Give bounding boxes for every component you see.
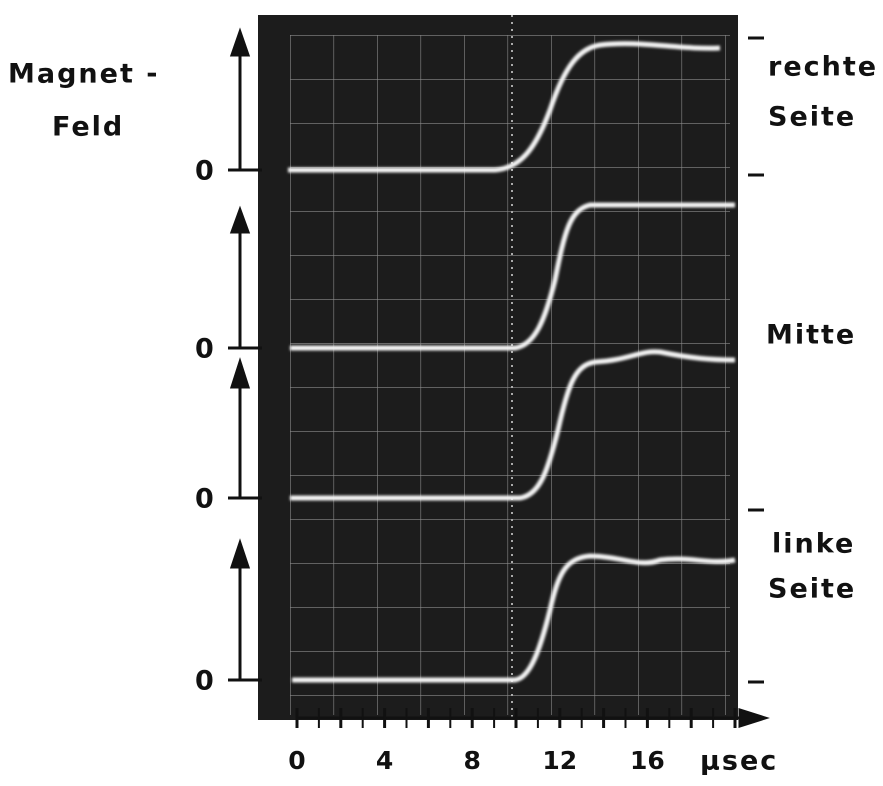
x-tick-label: 4 [376, 746, 393, 775]
trace-label: Seite [768, 102, 856, 133]
x-tick-label: 12 [542, 746, 577, 775]
zero-label: 0 [195, 484, 216, 515]
figure: Magnet - Feld 0 0 0 0 rechte Seite Mitte… [0, 0, 883, 786]
oscilloscope-figure: Magnet - Feld 0 0 0 0 rechte Seite Mitte… [0, 0, 883, 786]
screen-grid [290, 35, 730, 715]
x-tick-label: 16 [630, 746, 665, 775]
zero-label: 0 [195, 334, 216, 365]
trace-label: linke [772, 529, 855, 560]
trace-label: Seite [768, 574, 856, 605]
zero-label: 0 [195, 156, 216, 187]
zero-label: 0 [195, 666, 216, 697]
trace-label: Mitte [766, 320, 856, 351]
x-tick-label: 0 [288, 746, 305, 775]
y-label: Magnet - [8, 59, 159, 90]
x-tick-label: 8 [463, 746, 480, 775]
trace-label: rechte [768, 52, 878, 83]
y-label: Feld [52, 112, 124, 143]
x-unit: µsec [700, 746, 778, 777]
